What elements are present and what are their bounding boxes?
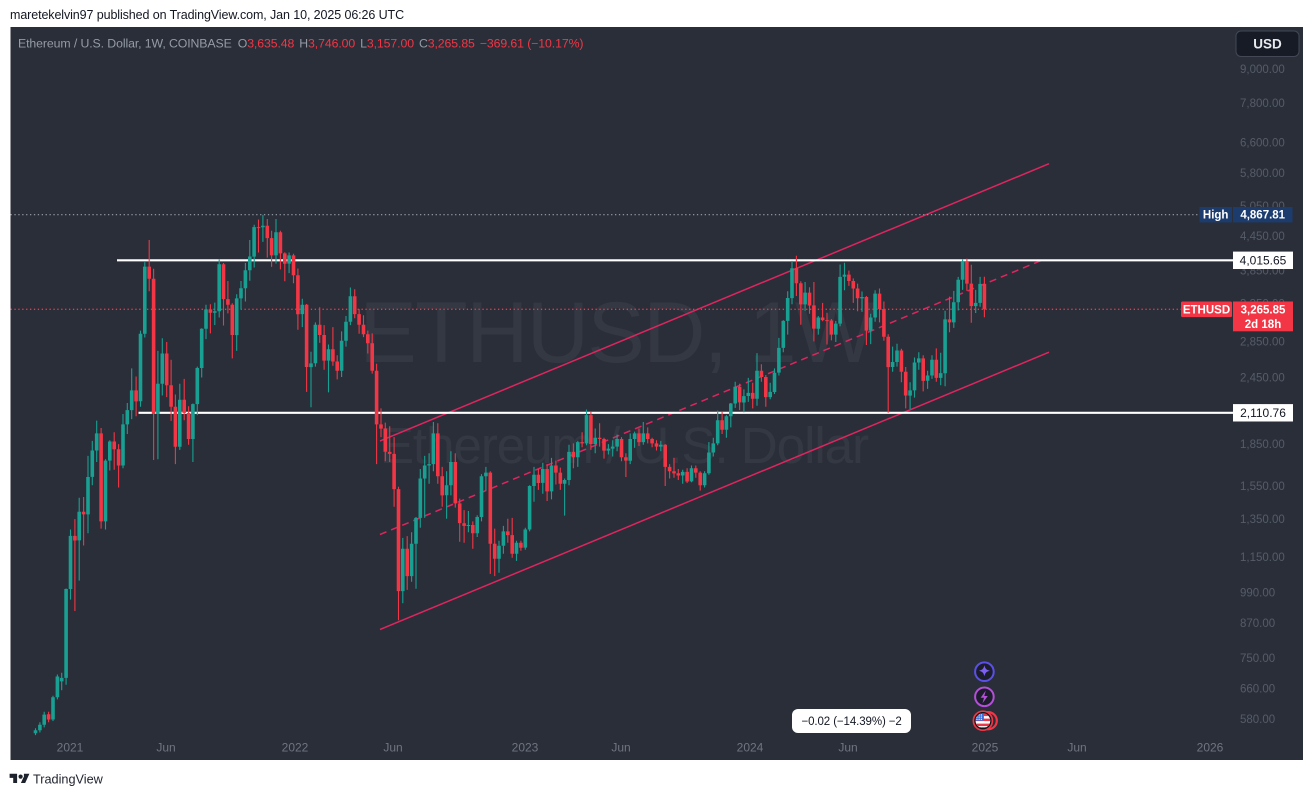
svg-text:2025: 2025 (972, 741, 999, 755)
svg-text:5,800.00: 5,800.00 (1240, 168, 1285, 180)
svg-text:7,800.00: 7,800.00 (1240, 98, 1285, 110)
svg-text:maretekelvin97 published on Tr: maretekelvin97 published on TradingView.… (10, 8, 404, 22)
svg-text:2d 18h: 2d 18h (1245, 319, 1281, 331)
svg-text:USD: USD (1253, 37, 1282, 52)
svg-text:2,450.00: 2,450.00 (1240, 373, 1285, 385)
svg-text:2023: 2023 (512, 741, 539, 755)
svg-text:2024: 2024 (737, 741, 764, 755)
svg-text:1,850.00: 1,850.00 (1240, 439, 1285, 451)
svg-text:9,000.00: 9,000.00 (1240, 64, 1285, 76)
svg-text:1,150.00: 1,150.00 (1240, 552, 1285, 564)
svg-text:3,265.85: 3,265.85 (1241, 304, 1286, 316)
svg-text:4,867.81: 4,867.81 (1240, 210, 1285, 222)
svg-text:Jun: Jun (611, 741, 630, 755)
svg-text:580.00: 580.00 (1240, 714, 1275, 726)
svg-text:2,110.76: 2,110.76 (1240, 406, 1286, 420)
svg-text:4,450.00: 4,450.00 (1240, 231, 1285, 243)
svg-text:−0.02 (−14.39%) −2: −0.02 (−14.39%) −2 (802, 716, 902, 728)
svg-text:TradingView: TradingView (33, 772, 104, 786)
svg-text:990.00: 990.00 (1240, 587, 1275, 599)
svg-text:High: High (1203, 210, 1229, 222)
svg-text:Jun: Jun (383, 741, 402, 755)
svg-text:Ethereum / U.S. Dollar, 1W, CO: Ethereum / U.S. Dollar, 1W, COINBASE O3,6… (18, 36, 583, 50)
svg-text:6,600.00: 6,600.00 (1240, 138, 1285, 150)
svg-text:2026: 2026 (1197, 741, 1224, 755)
svg-text:1,550.00: 1,550.00 (1240, 481, 1285, 493)
svg-text:870.00: 870.00 (1240, 618, 1275, 630)
svg-text:ETHUSD: ETHUSD (1183, 304, 1230, 316)
svg-text:ETHUSD, 1W: ETHUSD, 1W (359, 285, 876, 381)
svg-text:2,850.00: 2,850.00 (1240, 337, 1285, 349)
svg-text:Jun: Jun (1067, 741, 1086, 755)
svg-text:2022: 2022 (282, 741, 309, 755)
svg-text:660.00: 660.00 (1240, 683, 1275, 695)
svg-text:Jun: Jun (838, 741, 857, 755)
svg-text:Jun: Jun (156, 741, 175, 755)
svg-text:2021: 2021 (57, 741, 84, 755)
svg-text:Ethereum / U.S. Dollar: Ethereum / U.S. Dollar (380, 417, 869, 474)
svg-text:750.00: 750.00 (1240, 653, 1275, 665)
svg-text:4,015.65: 4,015.65 (1240, 254, 1287, 268)
svg-text:1,350.00: 1,350.00 (1240, 514, 1285, 526)
